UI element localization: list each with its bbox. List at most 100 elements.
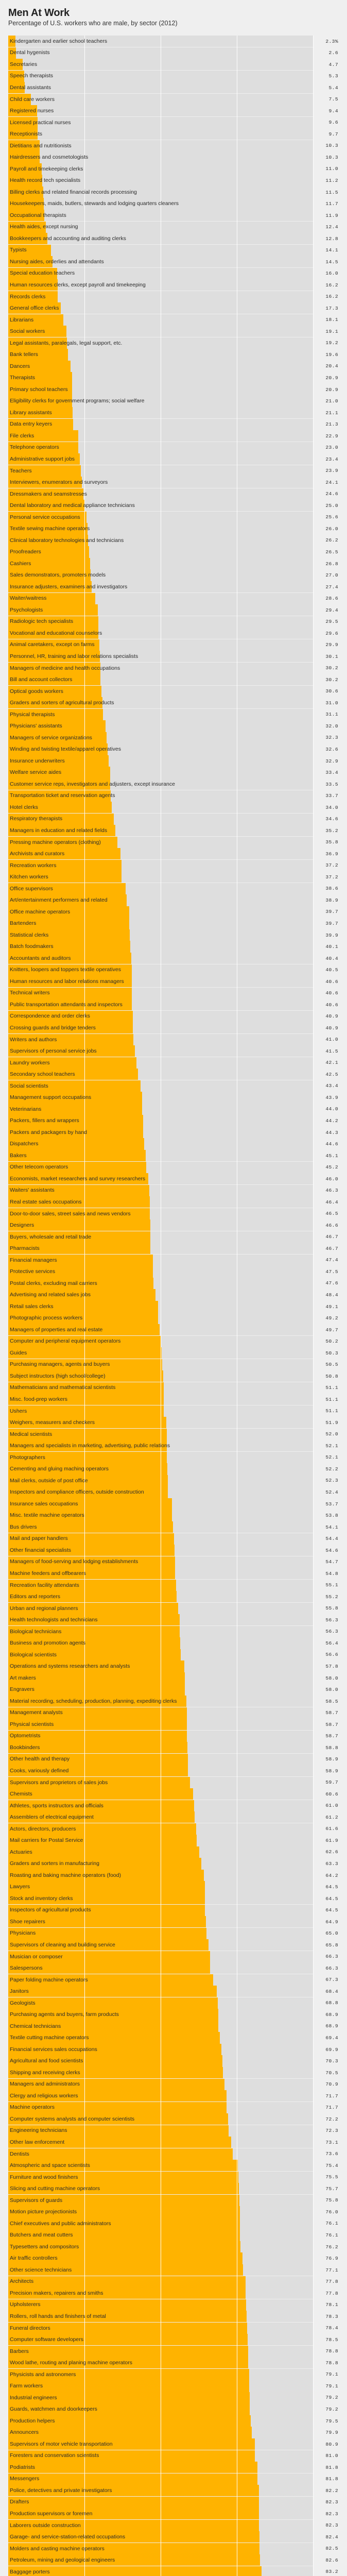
bar-track: Financial services sales occupations bbox=[8, 2043, 313, 2056]
bar bbox=[8, 2462, 258, 2473]
chart-row: Recreation facility attendants 55.1 bbox=[8, 1579, 339, 1591]
bar bbox=[8, 1707, 187, 1719]
bar-track: Physical therapists bbox=[8, 708, 313, 720]
bar-track: Buyers, wholesale and retail trade bbox=[8, 1231, 313, 1243]
bar bbox=[8, 116, 38, 128]
bar bbox=[8, 82, 25, 94]
chart-row: Kitchen workers 37.2 bbox=[8, 871, 339, 883]
chart-row: Atmospheric and space scientists 75.4 bbox=[8, 2160, 339, 2172]
bar bbox=[8, 1881, 205, 1893]
bar-value: 76.1 bbox=[325, 2221, 338, 2227]
bar bbox=[8, 569, 91, 581]
bar-track: Health technologists and technicians bbox=[8, 1614, 313, 1626]
bar-value: 22.9 bbox=[325, 433, 338, 439]
chart-row: Batch foodmakers 40.1 bbox=[8, 941, 339, 953]
bar-track: Welfare service aides bbox=[8, 767, 313, 778]
chart-row: Waiters' assistants 46.3 bbox=[8, 1184, 339, 1196]
bar-label: Mail carriers for Postal Service bbox=[10, 1837, 83, 1844]
bar-value: 33.5 bbox=[325, 781, 338, 787]
bar bbox=[8, 628, 99, 639]
bar-track: Cashiers bbox=[8, 557, 313, 570]
bar-label: Health technologists and technicians bbox=[10, 1617, 98, 1623]
bar-track: Drafters bbox=[8, 2496, 313, 2508]
bar-track: Upholsterers bbox=[8, 2299, 313, 2311]
bar-label: Managers of service organizations bbox=[10, 734, 92, 741]
bar bbox=[8, 1800, 195, 1811]
bar-value: 20.9 bbox=[325, 375, 338, 381]
chart-row: Management analysts 58.7 bbox=[8, 1707, 339, 1719]
bar-track: Mathematicians and mathematical scientis… bbox=[8, 1382, 313, 1394]
chart-row: Chemical technicians 68.9 bbox=[8, 2020, 339, 2032]
bar-track: Packers and packagers by hand bbox=[8, 1126, 313, 1139]
bar-value: 75.4 bbox=[325, 2162, 338, 2168]
chart-row: Physicists and astronomers 79.1 bbox=[8, 2368, 339, 2380]
bar-value: 78.8 bbox=[325, 2360, 338, 2366]
bar-track: Computer and peripheral equipment operat… bbox=[8, 1335, 313, 1347]
bar-label: Motion picture projectionists bbox=[10, 2209, 77, 2215]
bar-label: Other science technicians bbox=[10, 2266, 72, 2273]
bar bbox=[8, 2055, 223, 2067]
bar-track: Recreation workers bbox=[8, 859, 313, 871]
bar-label: Managers of medicine and health occupati… bbox=[10, 665, 120, 671]
bar bbox=[8, 1568, 176, 1580]
chart-row: Data entry keyers 21.3 bbox=[8, 418, 339, 430]
bar-value: 49.2 bbox=[325, 1315, 338, 1321]
chart-row: Administrative support jobs 23.4 bbox=[8, 453, 339, 465]
bar-track: Chemical technicians bbox=[8, 2020, 313, 2032]
chart-row: Textile sewing machine operators 26.0 bbox=[8, 523, 339, 535]
bar-value: 37.2 bbox=[325, 874, 338, 880]
bar bbox=[8, 2322, 248, 2334]
bar-value: 73.1 bbox=[325, 2139, 338, 2145]
chart-row: Social workers 19.1 bbox=[8, 326, 339, 337]
bar bbox=[8, 906, 129, 918]
chart-row: Shipping and receiving clerks 70.5 bbox=[8, 2066, 339, 2079]
bar bbox=[8, 848, 121, 860]
bar bbox=[8, 2450, 255, 2462]
chart-row: Writers and authors 41.0 bbox=[8, 1033, 339, 1045]
bar bbox=[8, 2531, 259, 2543]
bar bbox=[8, 523, 88, 535]
bar-track: Bus drivers bbox=[8, 1521, 313, 1533]
bar bbox=[8, 1126, 144, 1139]
chart-row: Photographic process workers 49.2 bbox=[8, 1312, 339, 1324]
chart-row: Dressmakers and seamstresses 24.6 bbox=[8, 488, 339, 500]
bar-label: Vocational and educational counselors bbox=[10, 630, 102, 636]
bar bbox=[8, 1394, 164, 1405]
bar bbox=[8, 1382, 164, 1394]
bar bbox=[8, 2078, 224, 2090]
bar-label: Secondary school teachers bbox=[10, 1071, 75, 1078]
bar-value: 30.2 bbox=[325, 676, 338, 683]
bar-label: Machine operators bbox=[10, 2104, 55, 2111]
bar-track: Respiratory therapists bbox=[8, 813, 313, 825]
bar bbox=[8, 674, 100, 686]
chart-row: Legal assistants, paralegals, legal supp… bbox=[8, 337, 339, 349]
chart-row: Industrial engineers 79.2 bbox=[8, 2392, 339, 2404]
chart-row: Stock and inventory clerks 64.5 bbox=[8, 1893, 339, 1905]
bar-label: Chief executives and public administrato… bbox=[10, 2220, 111, 2227]
bar-label: Billing clerks and related financial rec… bbox=[10, 189, 137, 195]
bar-value: 59.7 bbox=[325, 1780, 338, 1786]
bar-value: 12.8 bbox=[325, 235, 338, 242]
chart-row: Managers of medicine and health occupati… bbox=[8, 662, 339, 674]
chart-row: Buyers, wholesale and retail trade 46.7 bbox=[8, 1231, 339, 1243]
bar-value: 66.3 bbox=[325, 1954, 338, 1960]
bar-label: Furniture and wood finishers bbox=[10, 2174, 78, 2180]
chart-row: Athletes, sports instructors and officia… bbox=[8, 1800, 339, 1811]
bar bbox=[8, 1742, 188, 1754]
bar bbox=[8, 2357, 249, 2369]
chart-row: Engineering technicians 72.3 bbox=[8, 2125, 339, 2137]
bar-track: Paper folding machine operators bbox=[8, 1974, 313, 1986]
bar-value: 21.1 bbox=[325, 410, 338, 416]
chart-row: Clinical laboratory technologies and tec… bbox=[8, 534, 339, 547]
bar-track: Misc. food-prep workers bbox=[8, 1394, 313, 1405]
bar-label: Butchers and meat cutters bbox=[10, 2232, 73, 2239]
chart-row: Health record tech specialists 11.2 bbox=[8, 175, 339, 187]
bar-label: Farm workers bbox=[10, 2383, 43, 2389]
bar bbox=[8, 1312, 159, 1324]
bar bbox=[8, 2311, 247, 2323]
bar-track: Payroll and timekeeping clerks bbox=[8, 163, 313, 175]
bar-label: Optometrists bbox=[10, 1733, 41, 1739]
bar bbox=[8, 790, 111, 802]
bar bbox=[8, 1092, 142, 1104]
bar-label: Ushers bbox=[10, 1408, 27, 1414]
